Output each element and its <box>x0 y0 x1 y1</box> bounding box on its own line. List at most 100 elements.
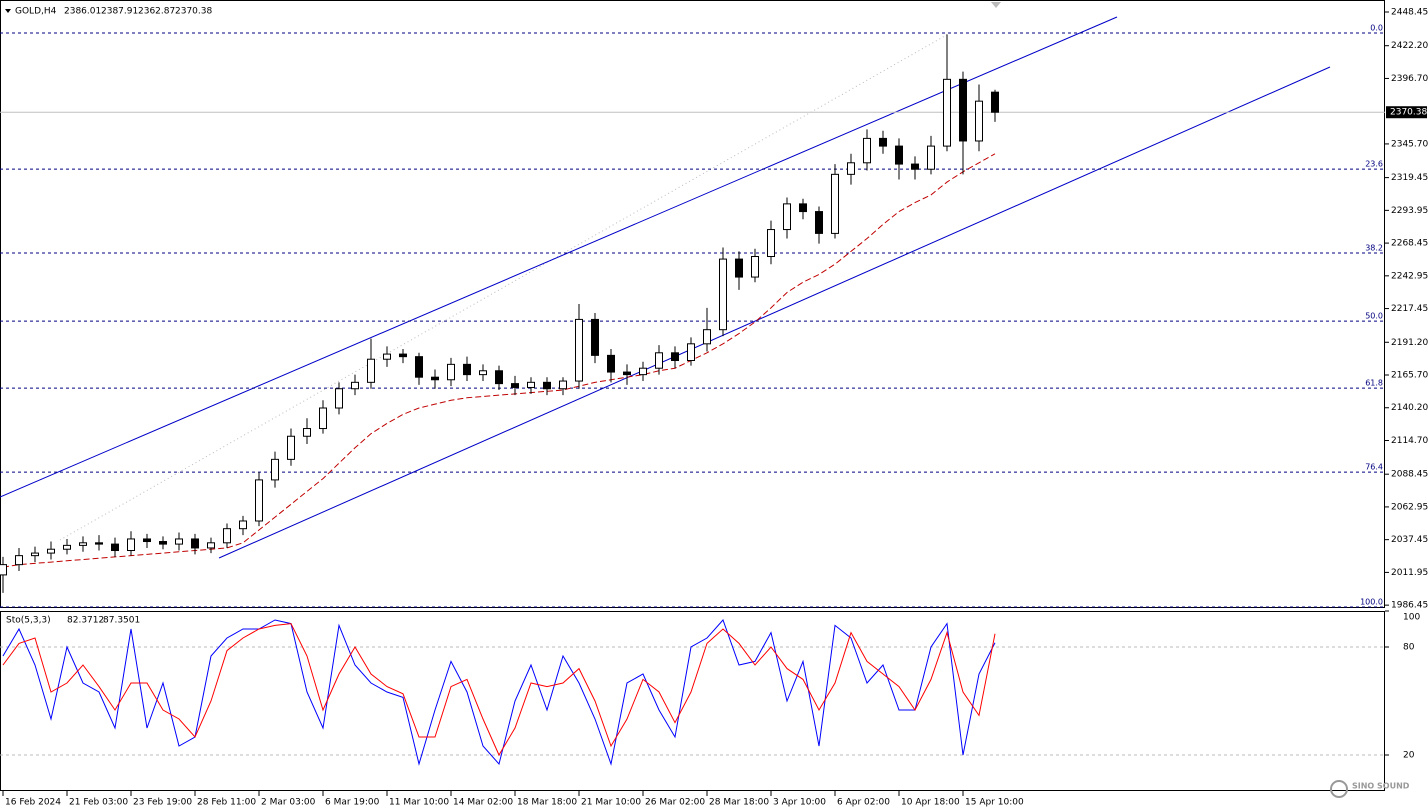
fibo-trend <box>59 32 951 541</box>
candle-body <box>31 552 39 557</box>
x-tick-label: 28 Mar 18:00 <box>709 798 769 808</box>
y-tick-label: 100 <box>1403 613 1420 623</box>
candle-body <box>223 528 231 544</box>
candle-body <box>15 555 23 566</box>
candle-body <box>447 363 455 381</box>
candle-body <box>943 78 951 147</box>
candle-body <box>591 318 599 356</box>
candle-body <box>783 203 791 231</box>
candle-body <box>303 428 311 437</box>
indicator-signal: 87.3501 <box>103 616 140 626</box>
candle-body <box>671 352 679 362</box>
x-tick-label: 21 Mar 10:00 <box>581 798 641 808</box>
y-tick-label: 2140.20 <box>1391 403 1428 413</box>
fib-label: 50.0 <box>1365 312 1383 321</box>
candle-body <box>815 211 823 234</box>
candle-body <box>191 538 199 549</box>
candle-body <box>735 258 743 278</box>
ohlc-low: 2362.87 <box>138 7 175 17</box>
candle-body <box>399 353 407 358</box>
candle-body <box>863 137 871 164</box>
x-tick-label: 18 Mar 18:00 <box>517 798 577 808</box>
candle-body <box>623 371 631 376</box>
menu-triangle[interactable] <box>5 9 11 13</box>
candle-body <box>975 100 983 142</box>
symbol: GOLD,H4 <box>15 7 57 17</box>
candle-body <box>175 538 183 545</box>
y-tick-label: 2422.20 <box>1391 41 1428 51</box>
candle-body <box>719 258 727 331</box>
x-tick-label: 16 Feb 2024 <box>5 798 61 808</box>
indicator-main: 82.3712 <box>67 616 104 626</box>
y-tick-label: 20 <box>1403 751 1415 761</box>
fib-label: 61.8 <box>1365 379 1383 388</box>
y-tick-label: 2293.95 <box>1391 206 1428 216</box>
candle-body <box>703 329 711 345</box>
x-tick-label: 6 Apr 02:00 <box>837 798 890 808</box>
moving-average <box>2 153 996 568</box>
x-tick-label: 23 Feb 19:00 <box>133 798 192 808</box>
channel-lower <box>218 66 1331 559</box>
candle-body <box>207 542 215 549</box>
candle-body <box>511 383 519 388</box>
candle-body <box>79 542 87 546</box>
ohlc-high: 2387.91 <box>101 7 138 17</box>
y-tick-label: 2062.95 <box>1391 502 1428 512</box>
candle-body <box>239 520 247 530</box>
x-tick-label: 26 Mar 02:00 <box>645 798 705 808</box>
candle-body <box>799 203 807 213</box>
fib-label: 100.0 <box>1360 598 1383 607</box>
candle-body <box>911 163 919 170</box>
candle-body <box>127 538 135 552</box>
x-tick-label: 10 Apr 18:00 <box>901 798 960 808</box>
candle-body <box>367 358 375 383</box>
indicator-name: Sto(5,3,3) <box>6 616 51 626</box>
x-tick-label: 15 Apr 10:00 <box>965 798 1024 808</box>
stochastic-frame <box>0 611 1385 791</box>
price-tag <box>1386 106 1427 119</box>
y-tick-label: 2268.45 <box>1391 239 1428 249</box>
candle-body <box>879 137 887 147</box>
y-tick-label: 2088.45 <box>1391 470 1428 480</box>
candle-body <box>463 363 471 376</box>
candle-body <box>655 352 663 369</box>
candle-body <box>47 548 55 554</box>
candle-body <box>543 381 551 390</box>
x-tick-label: 14 Mar 02:00 <box>453 798 513 808</box>
candle-body <box>319 407 327 430</box>
y-tick-label: 2448.45 <box>1391 8 1428 18</box>
candle-body <box>527 381 535 388</box>
candle-body <box>575 318 583 382</box>
y-tick-label: 2114.70 <box>1391 436 1428 446</box>
candle-body <box>255 479 263 522</box>
candle-body <box>831 173 839 234</box>
candle-body <box>927 145 935 170</box>
y-tick-label: 2319.45 <box>1391 173 1428 183</box>
candle-body <box>687 343 695 362</box>
fib-label: 23.6 <box>1365 160 1383 169</box>
fib-label: 38.2 <box>1365 244 1383 253</box>
candle-body <box>287 435 295 460</box>
candle-body <box>159 541 167 545</box>
candle-body <box>607 354 615 373</box>
candle-body <box>111 543 119 552</box>
ohlc-close: 2370.38 <box>175 7 212 17</box>
stochastic-line <box>2 619 996 766</box>
ohlc-open: 2386.01 <box>64 7 101 17</box>
x-tick-label: 21 Feb 03:00 <box>69 798 128 808</box>
watermark-logo <box>1330 780 1348 798</box>
stochastic-line <box>2 623 996 757</box>
x-tick-label: 11 Mar 10:00 <box>389 798 449 808</box>
x-tick-label: 3 Apr 10:00 <box>773 798 826 808</box>
candle-body <box>895 145 903 165</box>
y-tick-label: 2345.70 <box>1391 139 1428 149</box>
x-tick-label: 28 Feb 11:00 <box>197 798 256 808</box>
y-tick-label: 2037.45 <box>1391 535 1428 545</box>
candle-body <box>767 229 775 258</box>
y-tick-label: 1986.45 <box>1391 601 1428 611</box>
candle-body <box>751 256 759 278</box>
x-tick-label: 2 Mar 03:00 <box>261 798 316 808</box>
candle-body <box>271 458 279 481</box>
